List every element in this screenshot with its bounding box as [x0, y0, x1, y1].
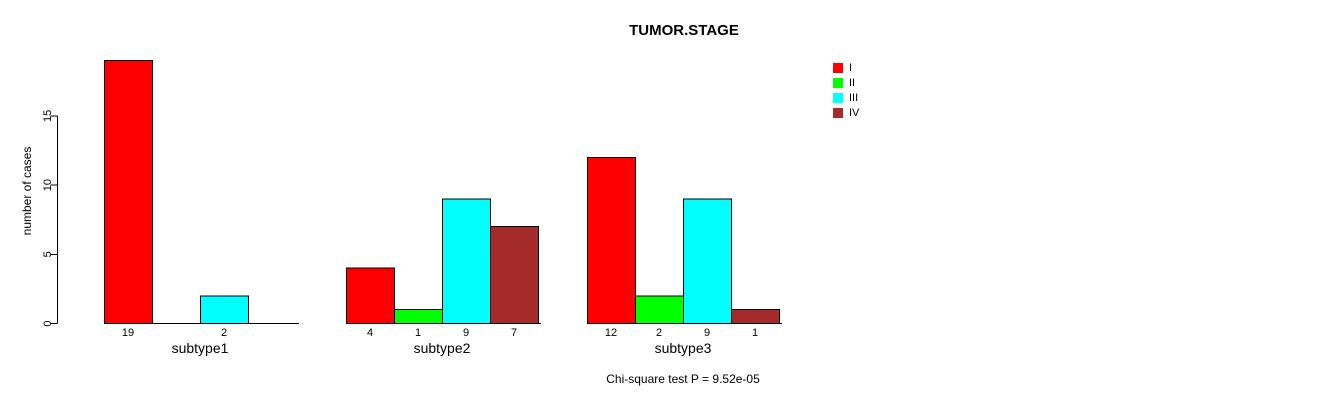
legend-label: III	[849, 92, 859, 104]
bar-subtype1-stage-III	[200, 295, 249, 325]
legend-label: II	[849, 77, 856, 89]
legend-swatch-icon	[833, 63, 843, 73]
y-axis-tick-label: 15	[42, 110, 54, 122]
legend-label: I	[849, 62, 853, 74]
bar-value-label: 1	[752, 327, 758, 339]
bar-subtype3-stage-II	[635, 295, 684, 325]
bar-subtype1-stage-I	[104, 60, 153, 324]
legend-swatch-icon	[833, 78, 843, 88]
bar-value-label: 9	[704, 327, 710, 339]
bar-value-label: 4	[367, 327, 373, 339]
y-axis-tick-label: 5	[42, 251, 54, 257]
y-axis-tick-label: 0	[42, 320, 54, 326]
bar-value-label: 2	[656, 327, 662, 339]
legend-item-IV: IV	[833, 107, 860, 119]
legend-item-II: II	[833, 77, 859, 89]
y-axis-tick-label: 10	[42, 179, 54, 191]
bar-value-label: 1	[415, 327, 421, 339]
legend: I II III IV	[833, 63, 859, 123]
bar-subtype2-stage-III	[442, 198, 491, 324]
bar-subtype2-stage-I	[346, 267, 395, 325]
legend-item-I: I	[833, 62, 859, 74]
category-label: subtype2	[414, 340, 471, 356]
legend-item-III: III	[833, 92, 859, 104]
bar-value-label: 2	[221, 327, 227, 339]
bar-subtype2-stage-II	[394, 309, 443, 325]
legend-swatch-icon	[833, 108, 843, 118]
bar-subtype2-stage-IV	[490, 226, 539, 324]
chi-square-annotation: Chi-square test P = 9.52e-05	[606, 372, 760, 386]
bar-subtype3-stage-III	[683, 198, 732, 324]
bar-value-label: 12	[605, 327, 617, 339]
bar-subtype3-stage-IV	[731, 309, 780, 325]
bar-value-label: 19	[122, 327, 134, 339]
legend-label: IV	[849, 107, 860, 119]
bar-value-label: 7	[511, 327, 517, 339]
bar-subtype3-stage-I	[587, 156, 636, 324]
chart-title: TUMOR.STAGE	[629, 22, 739, 39]
category-label: subtype3	[655, 340, 712, 356]
category-label: subtype1	[172, 340, 229, 356]
bar-value-label: 9	[463, 327, 469, 339]
legend-swatch-icon	[833, 93, 843, 103]
